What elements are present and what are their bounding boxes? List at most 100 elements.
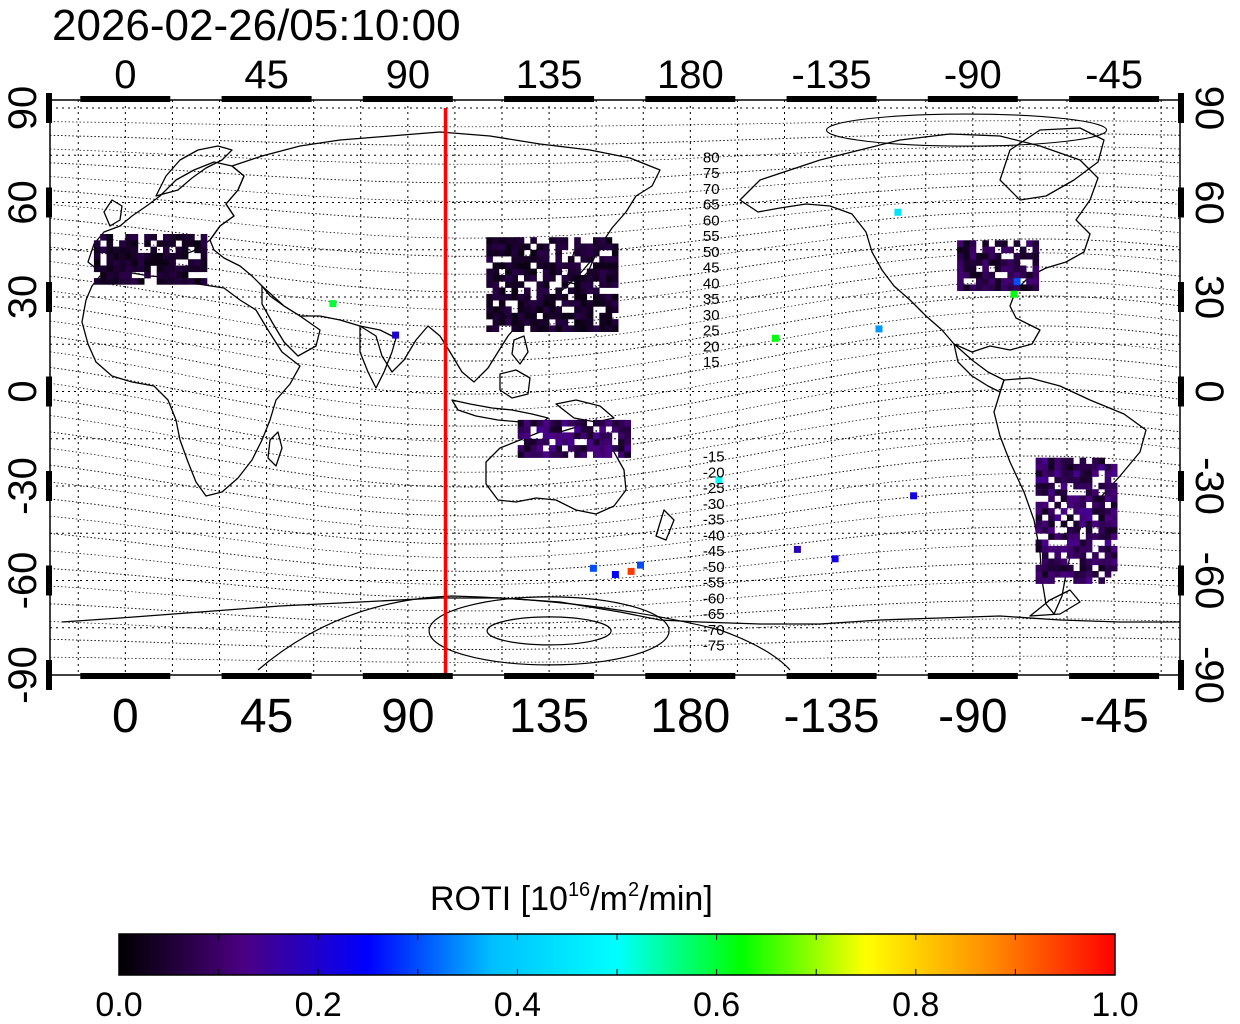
roti-cell (1110, 527, 1118, 534)
roti-point (627, 567, 635, 575)
roti-cell (144, 265, 151, 273)
coastline-africa (81, 271, 301, 497)
roti-cell (150, 259, 157, 266)
roti-cell (1007, 278, 1014, 285)
roti-cell (1098, 463, 1105, 471)
roti-cell (1085, 577, 1093, 584)
left-lat-label: -60 (1, 552, 45, 610)
right-lat-label: -60 (1187, 552, 1231, 610)
roti-cell (125, 271, 132, 279)
roti-cell (137, 265, 145, 273)
roti-cell (1092, 501, 1099, 509)
roti-cell (1054, 533, 1061, 540)
roti-cell (561, 419, 569, 427)
roti-cell (1073, 501, 1080, 509)
roti-cell (605, 432, 613, 439)
roti-cell (561, 293, 569, 301)
roti-cell (530, 451, 537, 458)
roti-cell (511, 287, 518, 295)
roti-cell (530, 419, 537, 427)
roti-cell (567, 268, 575, 276)
roti-cell (994, 252, 1002, 260)
right-latitude-labels: 90 60 30 0 -30 -60 -90 (1187, 86, 1231, 704)
mag-lat-label: -15 (703, 449, 725, 466)
roti-cell (106, 278, 114, 285)
roti-cell (605, 312, 613, 320)
roti-cell (517, 432, 525, 439)
roti-cell (1060, 533, 1068, 540)
roti-cell (100, 234, 107, 241)
bottom-axis-bar (504, 673, 595, 679)
roti-cell (593, 438, 600, 446)
roti-cell (511, 293, 518, 301)
roti-cell (125, 234, 132, 241)
left-axis-bar (46, 376, 52, 407)
roti-cell (492, 262, 500, 269)
roti-cell (511, 312, 518, 320)
roti-cell (969, 246, 977, 254)
left-axis-bar (46, 187, 52, 218)
roti-cell (530, 249, 537, 257)
roti-cell (555, 243, 562, 251)
roti-cell (574, 325, 581, 332)
roti-point (392, 331, 400, 339)
roti-cell (994, 265, 1002, 273)
roti-cell (586, 312, 594, 320)
colorbar-title-exp2: 2 (628, 879, 639, 901)
roti-cell (1079, 476, 1087, 484)
bottom-lon-label: 45 (240, 690, 293, 743)
roti-cell (1067, 514, 1074, 521)
roti-cell (156, 240, 164, 247)
roti-cell (976, 271, 983, 279)
roti-cell (1035, 476, 1043, 484)
roti-cell (1085, 514, 1093, 521)
mag-lat-contour (50, 356, 1180, 427)
roti-cell (1104, 489, 1112, 496)
colorbar-tick-label: 0.4 (494, 986, 541, 1024)
roti-cell (1060, 558, 1068, 566)
roti-cell (988, 246, 996, 254)
roti-cell (599, 237, 606, 244)
roti-cell (1092, 520, 1099, 528)
roti-cell (1048, 545, 1055, 553)
roti-data-cells (93, 208, 1118, 584)
roti-cell (599, 319, 606, 326)
roti-cell (505, 237, 512, 244)
roti-point (637, 561, 644, 569)
roti-cell (175, 252, 183, 260)
roti-cell (580, 312, 588, 320)
roti-cell (618, 419, 625, 427)
roti-cell (1104, 470, 1112, 477)
colorbar-title-exp1: 16 (568, 879, 590, 901)
roti-cell (200, 240, 208, 247)
roti-cell (555, 268, 562, 276)
roti-cell (567, 419, 575, 427)
roti-cell (486, 312, 493, 320)
roti-cell (1019, 271, 1027, 279)
roti-cell (486, 275, 493, 282)
roti-cell (511, 249, 518, 257)
roti-cell (524, 268, 531, 276)
roti-cell (1092, 552, 1099, 559)
bottom-lon-label: -45 (1079, 690, 1148, 743)
roti-cell (586, 287, 594, 295)
mag-lat-contour (50, 526, 1180, 572)
roti-cell (542, 419, 550, 427)
roti-cell (536, 319, 544, 326)
roti-cell (1054, 514, 1061, 521)
roti-cell (1041, 539, 1049, 547)
roti-cell (1060, 489, 1068, 496)
roti-cell (963, 259, 970, 266)
roti-cell (156, 278, 164, 285)
mag-lat-label: -45 (703, 543, 725, 560)
colorbar-gradient (118, 933, 1116, 976)
roti-cell (524, 426, 531, 433)
roti-cell (1085, 489, 1093, 496)
coastline-antarctica (61, 597, 1180, 625)
roti-cell (988, 278, 996, 285)
roti-cell (524, 306, 531, 313)
roti-cell (498, 237, 506, 244)
roti-cell (1067, 495, 1074, 502)
roti-cell (586, 281, 594, 288)
roti-cell (555, 419, 562, 427)
